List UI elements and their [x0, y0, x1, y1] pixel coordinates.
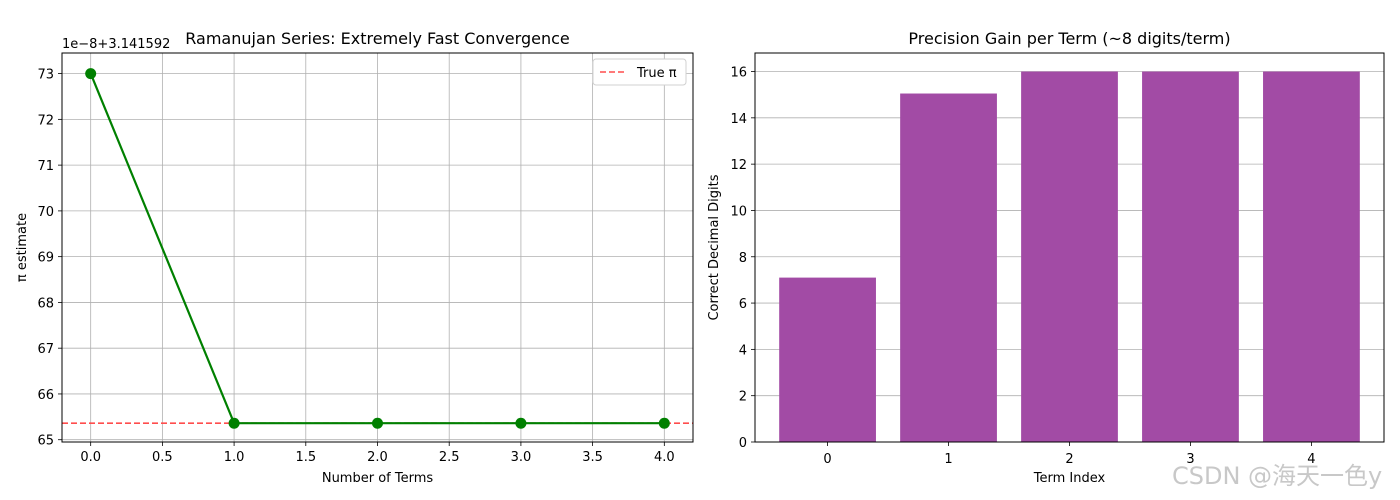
precision-bar	[1263, 71, 1360, 443]
convergence-grid	[62, 53, 693, 442]
y-tick-label: 4	[739, 343, 747, 358]
precision-bar	[900, 93, 997, 442]
x-tick-label: 0	[823, 452, 831, 467]
pi-estimate-point	[85, 68, 97, 80]
x-tick-label: 0.0	[80, 450, 101, 465]
y-tick-label: 2	[739, 390, 747, 405]
precision-x-ticks: 0 1 2 3 4	[823, 442, 1316, 467]
convergence-chart: 0.0 0.5 1.0 1.5 2.0 2.5 3.0 3.5 4.0 65 66 67 68 69 70…	[15, 29, 694, 486]
x-tick-label: 1.5	[295, 450, 316, 465]
precision-x-axis-label: Term Index	[1033, 471, 1106, 486]
pi-estimate-point	[515, 417, 527, 429]
pi-estimate-points	[85, 68, 670, 429]
x-tick-label: 4.0	[654, 450, 675, 465]
precision-title: Precision Gain per Term (~8 digits/term)	[908, 29, 1230, 48]
precision-bar	[1021, 71, 1118, 443]
y-tick-label: 6	[739, 297, 747, 312]
pi-estimate-point	[372, 417, 383, 429]
y-tick-label: 16	[730, 66, 747, 81]
convergence-x-axis-label: Number of Terms	[322, 471, 434, 486]
convergence-y-ticks: 65 66 67 68 69 70 71 72 73	[37, 68, 62, 449]
y-tick-label: 69	[37, 251, 54, 266]
x-tick-label: 2.5	[439, 450, 460, 465]
pi-estimate-point	[658, 417, 670, 429]
y-tick-label: 66	[37, 388, 54, 403]
x-tick-label: 0.5	[152, 450, 173, 465]
precision-bar	[779, 277, 876, 442]
x-tick-label: 2.0	[367, 450, 388, 465]
convergence-legend: True π	[592, 58, 687, 86]
x-tick-label: 2	[1065, 452, 1073, 467]
x-tick-label: 3.0	[511, 450, 532, 465]
precision-y-ticks: 0 2 4 6 8 10 12 14 16	[730, 66, 755, 451]
precision-bar	[1142, 71, 1239, 443]
y-tick-label: 65	[37, 434, 54, 449]
y-tick-label: 72	[37, 113, 54, 128]
pi-estimate-point	[228, 417, 240, 429]
y-tick-label: 12	[730, 158, 747, 173]
y-tick-label: 14	[730, 112, 747, 127]
y-tick-label: 70	[37, 205, 54, 220]
y-tick-label: 8	[739, 251, 747, 266]
y-tick-label: 73	[37, 68, 54, 83]
x-tick-label: 1.0	[224, 450, 245, 465]
x-tick-label: 1	[944, 452, 952, 467]
legend-box	[592, 58, 687, 86]
convergence-y-axis-label: π estimate	[15, 213, 30, 282]
y-tick-label: 71	[37, 159, 54, 174]
y-tick-label: 68	[37, 296, 54, 311]
convergence-offset-label: 1e−8+3.141592	[62, 37, 170, 52]
x-tick-label: 3	[1186, 452, 1194, 467]
convergence-title: Ramanujan Series: Extremely Fast Converg…	[185, 29, 569, 48]
y-tick-label: 67	[37, 342, 54, 357]
precision-bars	[779, 71, 1360, 443]
y-tick-label: 0	[739, 436, 747, 451]
precision-y-axis-label: Correct Decimal Digits	[707, 174, 722, 320]
legend-true-pi-label: True π	[636, 66, 677, 81]
x-tick-label: 3.5	[582, 450, 603, 465]
x-tick-label: 4	[1307, 452, 1315, 467]
y-tick-label: 10	[730, 204, 747, 219]
watermark-text: CSDN @海天一色y	[1172, 462, 1382, 490]
convergence-x-ticks: 0.0 0.5 1.0 1.5 2.0 2.5 3.0 3.5 4.0	[80, 442, 675, 465]
